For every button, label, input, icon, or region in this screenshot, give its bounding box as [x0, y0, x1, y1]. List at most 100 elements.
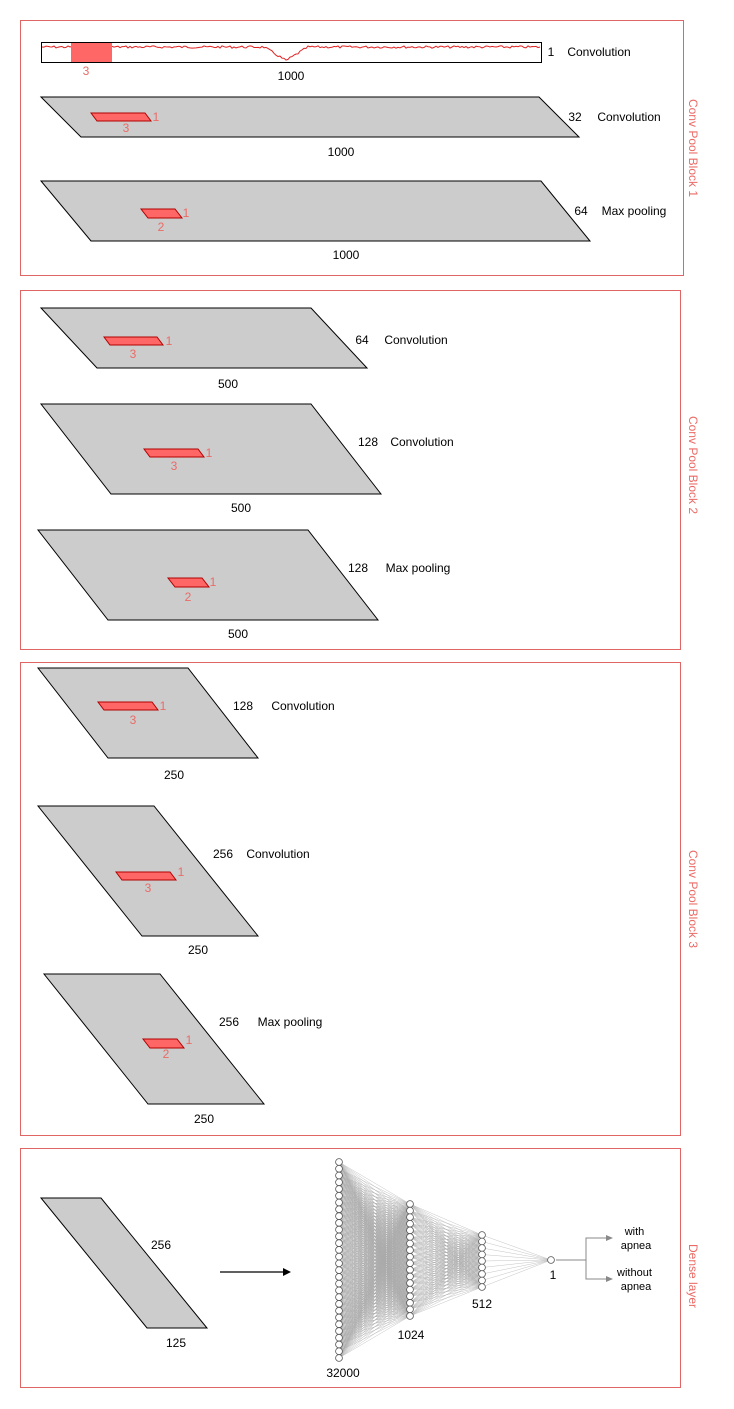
neuron-layer-32000	[335, 1273, 343, 1281]
kernel-depth: 1	[153, 110, 160, 124]
layer-operation: Max pooling	[386, 561, 451, 575]
neuron-layer-512	[478, 1231, 486, 1239]
block-3-frame	[20, 662, 681, 1136]
connection	[338, 1203, 411, 1332]
block-2-label: Conv Pool Block 2	[686, 416, 700, 514]
connection	[338, 1203, 411, 1271]
connection	[409, 1234, 483, 1297]
connection	[409, 1286, 483, 1317]
connection	[338, 1203, 411, 1223]
connection	[338, 1243, 411, 1359]
connection	[409, 1254, 483, 1317]
layer-conv-128-b3: 1 3 250 128 Convolution	[36, 667, 335, 782]
output-branches	[556, 1235, 613, 1282]
layer-length: 500	[228, 627, 248, 641]
network-neurons	[335, 1158, 555, 1362]
layer-channels: 128	[358, 435, 378, 449]
connection	[338, 1296, 411, 1359]
connection	[338, 1203, 411, 1311]
connection	[338, 1289, 411, 1359]
kernel-depth: 1	[206, 446, 213, 460]
feature-map	[39, 307, 369, 369]
neuron-layer-1024	[406, 1246, 414, 1254]
neuron-layer-32000	[335, 1219, 343, 1227]
connection	[338, 1223, 411, 1359]
neuron-layer-1024	[406, 1292, 414, 1301]
network-connections	[338, 1161, 552, 1359]
connection	[338, 1203, 411, 1251]
kernel-size: 3	[83, 64, 90, 78]
neuron-layer-32000	[335, 1259, 343, 1268]
layer-channels: 256	[213, 847, 233, 861]
layer-channels: 64	[574, 204, 588, 218]
kernel-window	[90, 112, 152, 122]
neuron-layer-1024	[406, 1279, 414, 1287]
connection	[409, 1230, 483, 1236]
layer-channels: 128	[233, 699, 253, 713]
connection	[338, 1203, 411, 1325]
connection	[481, 1259, 552, 1275]
connection	[338, 1203, 411, 1237]
connection	[409, 1234, 483, 1284]
feature-map	[36, 667, 260, 759]
neuron-layer-32000	[335, 1246, 343, 1254]
kernel-window	[141, 1038, 186, 1049]
connection	[409, 1234, 483, 1290]
connection	[409, 1234, 483, 1251]
neuron-layer-1024	[406, 1305, 414, 1314]
connection	[409, 1273, 483, 1317]
neuron-layer-32000	[335, 1293, 343, 1301]
connection	[338, 1161, 411, 1205]
kernel-depth: 1	[166, 334, 173, 348]
kernel-depth: 1	[160, 699, 167, 713]
kernel-window	[103, 336, 164, 346]
layer-length: 1000	[278, 69, 305, 83]
neuron-layer-512	[478, 1244, 486, 1252]
dense-block-frame	[20, 1148, 681, 1388]
layer-length: 250	[188, 943, 208, 957]
block-2-frame	[20, 290, 681, 650]
connection	[409, 1260, 483, 1317]
layer-operation: Convolution	[246, 847, 309, 861]
neuron-layer-32000	[335, 1191, 343, 1200]
connection	[409, 1223, 483, 1236]
kernel-window	[143, 448, 205, 458]
connection	[338, 1202, 411, 1205]
connection	[481, 1259, 552, 1268]
output-without-line2: apnea	[621, 1281, 652, 1293]
connection	[338, 1203, 411, 1264]
connection	[409, 1234, 483, 1317]
block-1-frame	[20, 20, 684, 276]
conv-pool-block-2: Conv Pool Block 2 1 3 500 64 Convolution…	[20, 290, 700, 650]
input-channels: 256	[151, 1238, 171, 1252]
neuron-layer-1024	[406, 1226, 414, 1235]
connection	[338, 1203, 411, 1352]
connection	[338, 1203, 411, 1291]
kernel-window	[166, 577, 211, 588]
connection	[338, 1203, 411, 1210]
connection	[338, 1203, 411, 1244]
connection	[409, 1234, 483, 1244]
layer-length: 500	[231, 501, 251, 515]
kernel-size: 3	[145, 881, 152, 895]
neuron-layer-512	[478, 1237, 486, 1246]
neuron-layer-1024	[406, 1259, 414, 1268]
connection	[338, 1236, 411, 1359]
layer-length: 250	[164, 768, 184, 782]
output-without-apnea: without apnea	[616, 1267, 655, 1293]
neuron-layer-512	[478, 1257, 486, 1265]
connection	[409, 1234, 483, 1238]
neuron-layer-32000	[335, 1178, 343, 1187]
kernel-size: 2	[158, 220, 165, 234]
feature-map	[39, 403, 383, 495]
layer-operation: Convolution	[271, 699, 334, 713]
kernel-window	[139, 208, 184, 219]
connection	[481, 1259, 552, 1262]
feature-map	[39, 96, 581, 138]
layer-conv-64: 1 3 500 64 Convolution	[39, 307, 448, 391]
neuron-layer-32000	[335, 1340, 343, 1349]
kernel-size: 3	[171, 459, 178, 473]
neuron-layer-512	[478, 1283, 486, 1291]
neuron-layer-32000	[335, 1327, 343, 1335]
kernel-depth: 1	[178, 865, 185, 879]
